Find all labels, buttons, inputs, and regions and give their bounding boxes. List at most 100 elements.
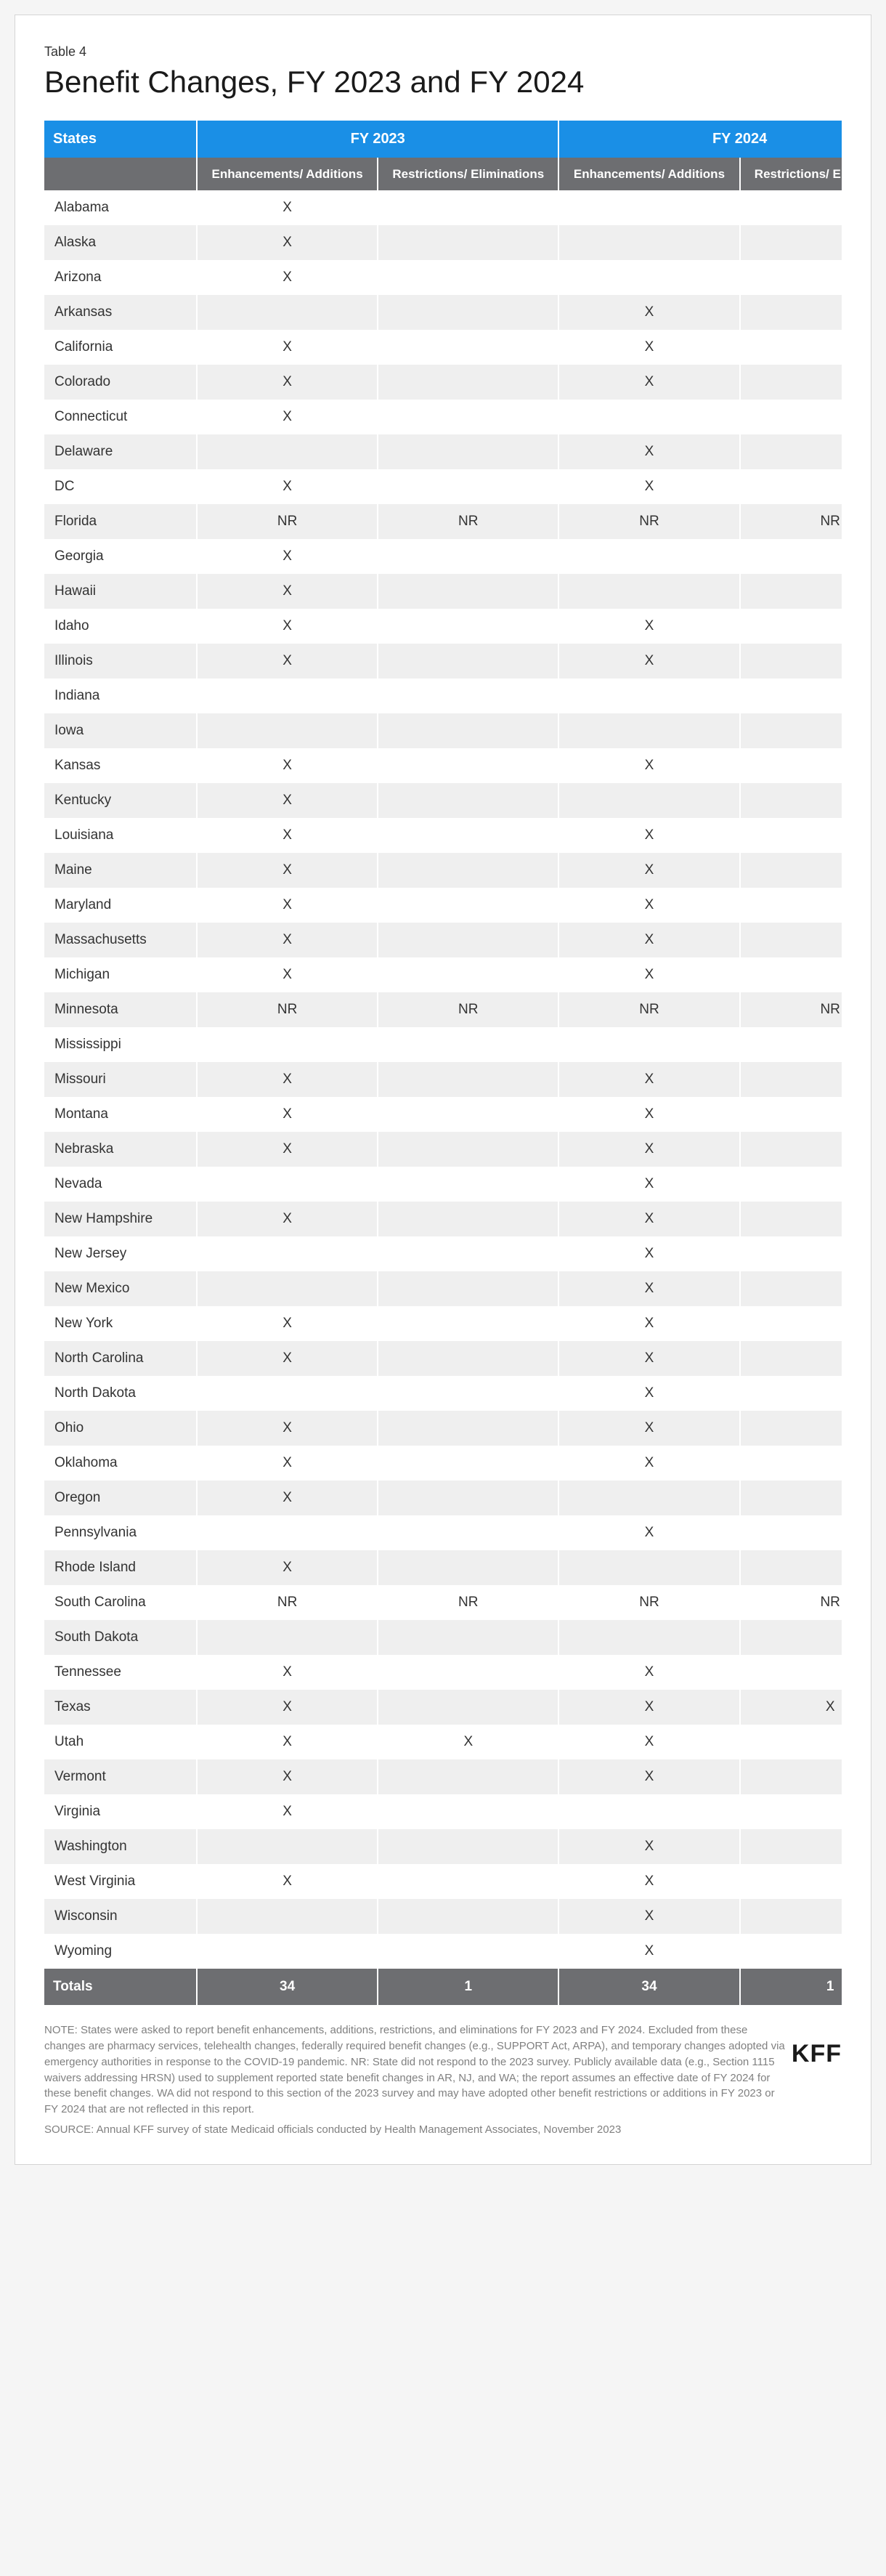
cell-value xyxy=(558,1620,739,1655)
table-row: TennesseeXX xyxy=(44,1655,842,1690)
cell-value xyxy=(740,609,842,644)
totals-row: Totals 34 1 34 1 xyxy=(44,1969,842,2005)
cell-state: Minnesota xyxy=(44,992,197,1027)
table-row: AlaskaX xyxy=(44,225,842,260)
cell-value: X xyxy=(197,1481,378,1515)
cell-value xyxy=(378,574,558,609)
sub-enhance-23: Enhancements/ Additions xyxy=(197,158,378,190)
cell-value xyxy=(740,644,842,679)
cell-state: South Carolina xyxy=(44,1585,197,1620)
cell-state: Iowa xyxy=(44,713,197,748)
cell-value: X xyxy=(197,1725,378,1759)
table-container: Table 4 Benefit Changes, FY 2023 and FY … xyxy=(15,15,871,2165)
cell-value xyxy=(740,365,842,400)
cell-value: X xyxy=(197,1132,378,1167)
table-row: MassachusettsXX xyxy=(44,923,842,957)
cell-value xyxy=(558,574,739,609)
cell-value xyxy=(740,1829,842,1864)
cell-value: X xyxy=(558,434,739,469)
cell-value xyxy=(378,1690,558,1725)
cell-value xyxy=(378,1655,558,1690)
cell-value: X xyxy=(558,1725,739,1759)
cell-value: X xyxy=(558,1655,739,1690)
footer-notes-block: NOTE: States were asked to report benefi… xyxy=(44,2022,842,2137)
cell-value xyxy=(197,295,378,330)
table-row: KansasXX xyxy=(44,748,842,783)
cell-value xyxy=(378,783,558,818)
cell-value: X xyxy=(558,1934,739,1969)
table-row: MaineXX xyxy=(44,853,842,888)
cell-state: Louisiana xyxy=(44,818,197,853)
cell-state: South Dakota xyxy=(44,1620,197,1655)
cell-value xyxy=(558,1027,739,1062)
kff-logo: KFF xyxy=(792,2040,842,2068)
cell-state: Montana xyxy=(44,1097,197,1132)
cell-state: Oregon xyxy=(44,1481,197,1515)
cell-value: X xyxy=(197,1306,378,1341)
cell-value: X xyxy=(197,1446,378,1481)
cell-value: X xyxy=(558,469,739,504)
cell-value: X xyxy=(558,1202,739,1236)
cell-value xyxy=(740,1481,842,1515)
cell-value xyxy=(378,748,558,783)
table-row: UtahXXX xyxy=(44,1725,842,1759)
cell-value xyxy=(740,1864,842,1899)
table-row: KentuckyX xyxy=(44,783,842,818)
table-row: OhioXX xyxy=(44,1411,842,1446)
cell-value xyxy=(740,713,842,748)
cell-value xyxy=(378,434,558,469)
cell-value: NR xyxy=(558,1585,739,1620)
table-row: IdahoXX xyxy=(44,609,842,644)
cell-state: Rhode Island xyxy=(44,1550,197,1585)
cell-value xyxy=(740,190,842,225)
cell-value xyxy=(378,225,558,260)
cell-value xyxy=(378,1097,558,1132)
sub-enhance-24: Enhancements/ Additions xyxy=(558,158,739,190)
cell-value xyxy=(740,1446,842,1481)
cell-value xyxy=(378,713,558,748)
cell-value: NR xyxy=(378,992,558,1027)
cell-value: X xyxy=(197,1655,378,1690)
table-row: New YorkXX xyxy=(44,1306,842,1341)
cell-value xyxy=(378,190,558,225)
cell-value xyxy=(378,1934,558,1969)
table-row: South Dakota xyxy=(44,1620,842,1655)
cell-value: X xyxy=(558,330,739,365)
cell-state: Oklahoma xyxy=(44,1446,197,1481)
cell-value xyxy=(740,1620,842,1655)
cell-value xyxy=(740,679,842,713)
table-row: MarylandXX xyxy=(44,888,842,923)
cell-value xyxy=(378,1132,558,1167)
cell-value xyxy=(740,957,842,992)
cell-state: Alabama xyxy=(44,190,197,225)
cell-state: Ohio xyxy=(44,1411,197,1446)
cell-value: X xyxy=(197,469,378,504)
cell-value xyxy=(740,295,842,330)
cell-value xyxy=(378,1341,558,1376)
table-row: IllinoisXX xyxy=(44,644,842,679)
cell-state: Utah xyxy=(44,1725,197,1759)
cell-value: X xyxy=(197,853,378,888)
table-row: MissouriXX xyxy=(44,1062,842,1097)
table-row: PennsylvaniaX xyxy=(44,1515,842,1550)
benefit-changes-table: States FY 2023 FY 2024 Enhancements/ Add… xyxy=(44,121,842,2005)
table-row: ArkansasX xyxy=(44,295,842,330)
cell-value: X xyxy=(558,1306,739,1341)
cell-value xyxy=(378,1446,558,1481)
cell-state: Illinois xyxy=(44,644,197,679)
table-row: DCXX xyxy=(44,469,842,504)
cell-value: X xyxy=(197,609,378,644)
cell-state: Kansas xyxy=(44,748,197,783)
sub-blank xyxy=(44,158,197,190)
table-row: Mississippi xyxy=(44,1027,842,1062)
cell-value: X xyxy=(558,748,739,783)
cell-value: X xyxy=(197,1097,378,1132)
cell-value xyxy=(740,1202,842,1236)
cell-value: X xyxy=(558,1236,739,1271)
cell-value: NR xyxy=(197,504,378,539)
cell-value xyxy=(197,1271,378,1306)
cell-value xyxy=(740,434,842,469)
cell-state: California xyxy=(44,330,197,365)
cell-value xyxy=(378,1306,558,1341)
cell-value: X xyxy=(558,1271,739,1306)
